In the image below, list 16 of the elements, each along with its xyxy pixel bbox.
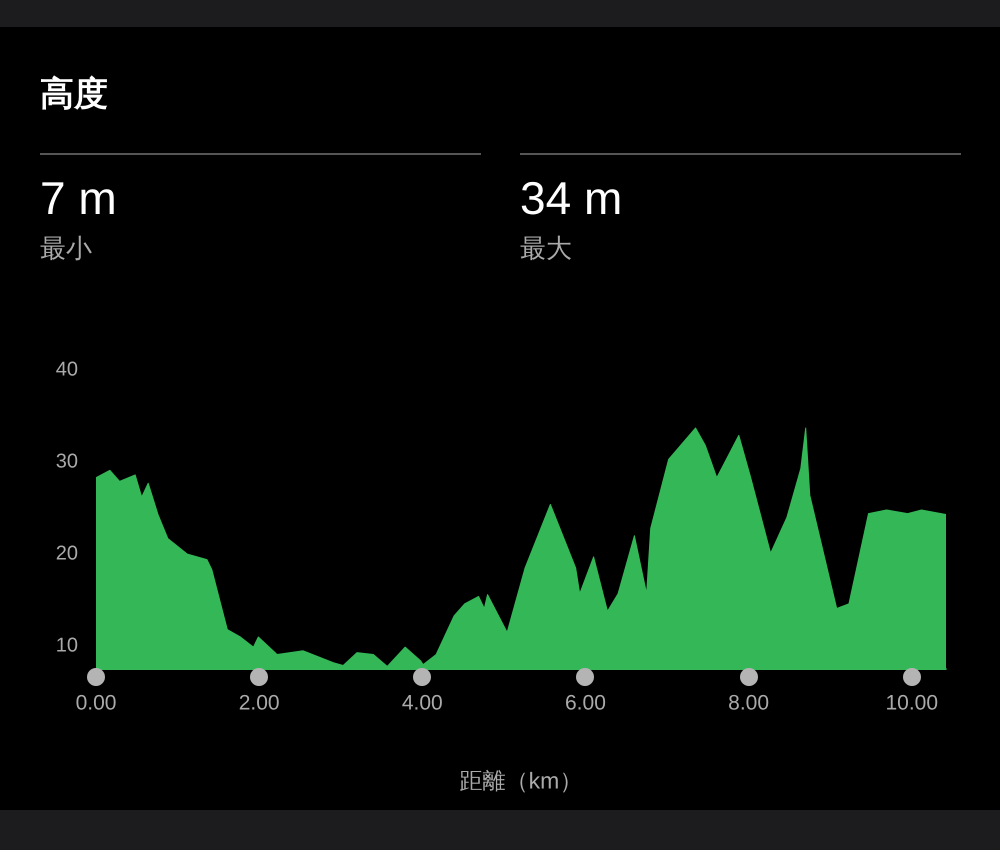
x-tick-label: 0.00 (76, 692, 116, 715)
x-tick-label: 2.00 (238, 692, 280, 715)
x-tick-label: 10.00 (885, 692, 938, 715)
text: 最大 (520, 233, 572, 266)
x-tick-label: 4.00 (402, 692, 443, 715)
y-tick-label: 40 (56, 358, 78, 381)
x-tick-label: 6.00 (565, 692, 606, 715)
y-tick-label: 20 (56, 542, 78, 565)
x-tick-label: 8.00 (728, 692, 770, 715)
text: 最小 (40, 233, 92, 266)
chart-title: 高度 (40, 73, 108, 116)
y-tick-label: 30 (56, 450, 78, 473)
text: 7 m (40, 171, 117, 225)
x-axis-title: 距離（km） (460, 768, 582, 794)
y-tick-label: 10 (56, 634, 78, 657)
text: 34 m (520, 171, 622, 225)
